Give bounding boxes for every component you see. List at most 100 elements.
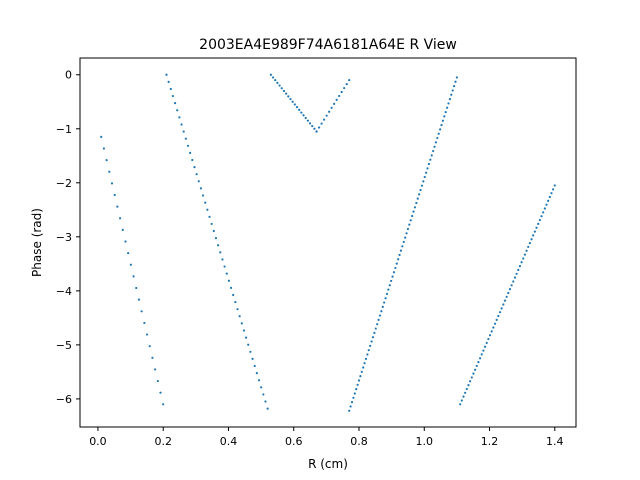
data-point	[180, 123, 183, 126]
data-point	[197, 180, 200, 183]
data-point	[455, 76, 458, 79]
data-point	[251, 357, 254, 360]
data-point	[537, 222, 540, 225]
data-point	[262, 393, 265, 396]
data-point	[381, 305, 384, 308]
data-point	[448, 98, 451, 101]
data-point	[340, 90, 343, 94]
data-point	[311, 124, 314, 128]
data-point	[349, 405, 352, 408]
data-point	[186, 144, 190, 147]
data-point	[145, 333, 149, 336]
data-point	[210, 222, 213, 226]
data-point	[467, 384, 470, 387]
data-point	[343, 86, 346, 90]
data-point	[240, 322, 243, 325]
data-point	[236, 308, 239, 311]
data-point	[483, 345, 487, 348]
data-point	[362, 366, 365, 369]
data-point	[208, 215, 211, 218]
data-point	[363, 362, 366, 365]
data-point	[513, 276, 517, 279]
data-point	[108, 170, 111, 173]
data-point	[260, 386, 263, 389]
data-point	[416, 197, 419, 200]
data-point	[274, 79, 277, 82]
data-point	[419, 188, 422, 192]
data-point	[378, 314, 382, 317]
data-point	[102, 147, 106, 150]
data-point	[127, 252, 130, 255]
data-point	[162, 403, 165, 406]
y-tick-label: −3	[56, 231, 72, 244]
data-point	[443, 115, 446, 118]
data-point	[488, 334, 492, 337]
data-point	[547, 199, 550, 202]
data-point	[271, 76, 275, 79]
data-point	[532, 234, 535, 237]
data-point	[285, 92, 288, 95]
data-point	[441, 119, 445, 122]
data-point	[478, 357, 482, 360]
data-point	[328, 110, 331, 113]
data-point	[433, 145, 436, 148]
y-tick-label: −5	[56, 339, 72, 352]
data-point	[353, 392, 356, 395]
data-point	[154, 368, 157, 371]
data-point	[214, 237, 218, 240]
data-point	[411, 214, 414, 218]
data-point	[490, 330, 493, 333]
data-point	[530, 238, 533, 241]
data-point	[391, 275, 394, 278]
data-point	[545, 203, 548, 206]
data-point	[293, 103, 296, 106]
data-point	[247, 343, 250, 346]
data-point	[374, 327, 377, 330]
data-point	[413, 206, 417, 209]
plot-frame	[79, 57, 577, 428]
data-point	[165, 73, 168, 76]
data-point	[475, 364, 478, 368]
data-point	[388, 284, 391, 287]
data-point	[356, 383, 359, 386]
data-point	[105, 159, 108, 162]
data-point	[517, 268, 520, 272]
data-point	[542, 211, 545, 214]
data-point	[257, 379, 261, 382]
data-point	[495, 318, 498, 321]
data-point	[434, 141, 438, 144]
data-point	[169, 87, 172, 91]
data-point	[302, 114, 305, 117]
data-point	[385, 292, 389, 296]
data-point	[295, 106, 299, 109]
data-point	[229, 286, 233, 289]
data-point	[304, 116, 307, 120]
data-point	[412, 210, 415, 213]
data-point	[515, 272, 518, 275]
data-point	[395, 262, 398, 265]
data-point	[191, 158, 194, 162]
x-tick-label: 0.4	[220, 435, 238, 448]
data-point	[135, 286, 138, 290]
data-point	[444, 110, 447, 114]
data-point	[249, 350, 252, 353]
data-point	[330, 106, 333, 109]
data-point	[225, 272, 228, 275]
data-point	[528, 241, 531, 245]
data-point	[392, 271, 396, 274]
data-point	[500, 307, 503, 310]
data-point	[276, 81, 279, 84]
data-point	[129, 263, 132, 266]
data-point	[502, 303, 505, 306]
data-point	[550, 192, 553, 195]
data-point	[498, 311, 502, 314]
data-point	[116, 205, 119, 208]
data-point	[387, 288, 390, 291]
x-axis-ticks: 0.0 0.2 0.4 0.6 0.8 1.0 1.2 1.4	[89, 427, 564, 448]
data-point	[383, 301, 386, 304]
x-tick-label: 0.2	[154, 435, 172, 448]
data-point	[405, 232, 408, 235]
data-point	[206, 208, 209, 211]
data-point	[510, 284, 513, 287]
data-point	[352, 396, 355, 399]
